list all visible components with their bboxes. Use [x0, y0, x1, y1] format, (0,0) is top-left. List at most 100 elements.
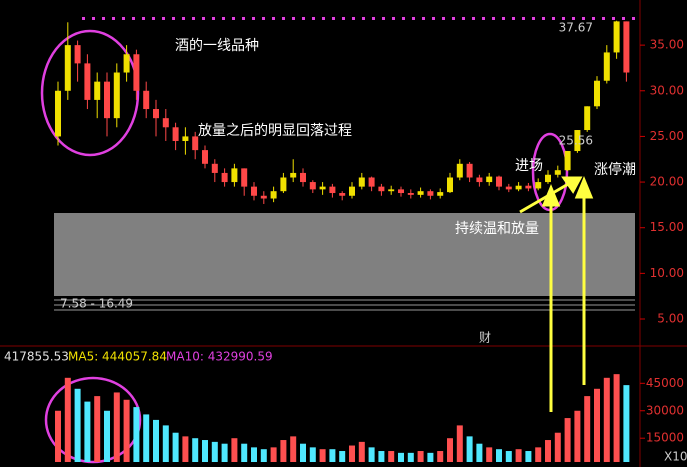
volume-bar — [564, 418, 571, 462]
top-marker — [272, 17, 275, 20]
top-marker — [102, 17, 105, 20]
volume-bar — [554, 432, 561, 462]
candle-body — [94, 81, 101, 100]
candle-body — [123, 54, 130, 73]
volume-bar — [123, 399, 130, 462]
volume-bar — [202, 440, 208, 462]
top-marker — [152, 17, 155, 20]
candle-body — [143, 90, 150, 110]
top-marker — [422, 17, 425, 20]
top-marker — [362, 17, 365, 20]
candle-body — [584, 106, 591, 131]
multiplier: X10 — [664, 450, 687, 464]
top-marker — [162, 17, 165, 20]
volume-bar — [456, 425, 463, 462]
top-marker — [452, 17, 455, 20]
candle-body — [104, 81, 110, 119]
volume-bar — [388, 451, 395, 462]
volume-bar — [55, 410, 61, 462]
candle-body — [505, 186, 512, 190]
volume-bar — [466, 436, 473, 462]
candle-body — [84, 63, 91, 100]
candle-body — [211, 163, 218, 173]
annotation: 25.56 — [559, 134, 593, 148]
candle-body — [260, 195, 267, 199]
volume-bar — [476, 443, 483, 462]
candle-body — [251, 186, 257, 196]
top-marker — [242, 17, 245, 20]
volume-bar — [309, 447, 316, 462]
volume-bar — [417, 451, 424, 462]
volume-bar — [182, 436, 189, 462]
candle-body — [574, 130, 581, 152]
top-marker — [482, 17, 485, 20]
volume-bar — [143, 414, 150, 462]
volume-bar — [270, 447, 277, 462]
top-marker — [122, 17, 125, 20]
y-tick-label: 10.00 — [650, 266, 684, 280]
candle-body — [319, 186, 326, 190]
candle-body — [554, 170, 561, 175]
top-marker — [222, 17, 225, 20]
top-marker — [82, 17, 85, 20]
annotation: 持续温和放量 — [455, 220, 539, 237]
top-marker — [462, 17, 465, 20]
volume-bar — [486, 447, 493, 462]
volume-bar — [329, 449, 336, 462]
candle-body — [417, 191, 424, 195]
volume-bar — [574, 410, 581, 462]
candle-body — [388, 189, 395, 192]
candle-body — [515, 185, 522, 190]
candle-body — [613, 21, 620, 53]
candle-body — [192, 136, 199, 151]
arrows — [519, 176, 594, 412]
candle-body — [623, 21, 630, 73]
top-marker — [212, 17, 215, 20]
top-marker — [372, 17, 375, 20]
top-marker — [112, 17, 115, 20]
top-marker — [502, 17, 505, 20]
top-marker — [302, 17, 305, 20]
volume-bar — [398, 452, 404, 462]
top-marker — [582, 17, 585, 20]
volume-bar — [260, 449, 267, 462]
volume-bar — [290, 436, 297, 462]
candle-body — [55, 90, 61, 137]
top-marker — [332, 17, 335, 20]
candle-body — [496, 176, 502, 187]
candle-body — [407, 193, 414, 195]
volume-bar — [211, 441, 218, 462]
volume-bar — [153, 419, 159, 462]
candle-body — [594, 80, 600, 107]
top-marker — [492, 17, 495, 20]
top-marker — [282, 17, 285, 20]
volume-bar — [104, 410, 110, 462]
volume-bar — [378, 451, 385, 462]
legend-entry: 417855.53 — [4, 350, 69, 364]
top-marker — [342, 17, 345, 20]
y-tick-label: 35.00 — [650, 38, 684, 52]
y-tick-label: 25.00 — [650, 129, 684, 143]
volume-bar — [613, 374, 620, 462]
candle-body — [241, 168, 248, 187]
candle-body — [339, 193, 346, 196]
top-marker — [602, 17, 605, 20]
candle-body — [447, 177, 453, 193]
candle-body — [172, 127, 179, 141]
top-marker — [572, 17, 575, 20]
highlight-circle — [44, 376, 142, 464]
top-marker — [292, 17, 295, 20]
candle-body — [368, 177, 375, 187]
volume-bar — [515, 449, 522, 462]
top-marker — [172, 17, 175, 20]
top-marker — [532, 17, 535, 20]
annotation: 37.67 — [559, 21, 593, 35]
top-marker — [252, 17, 255, 20]
top-marker — [402, 17, 405, 20]
candle-body — [113, 72, 120, 119]
annotation: 酒的一线品种 — [175, 38, 259, 54]
candle-body — [270, 191, 277, 199]
top-marker — [632, 17, 635, 20]
